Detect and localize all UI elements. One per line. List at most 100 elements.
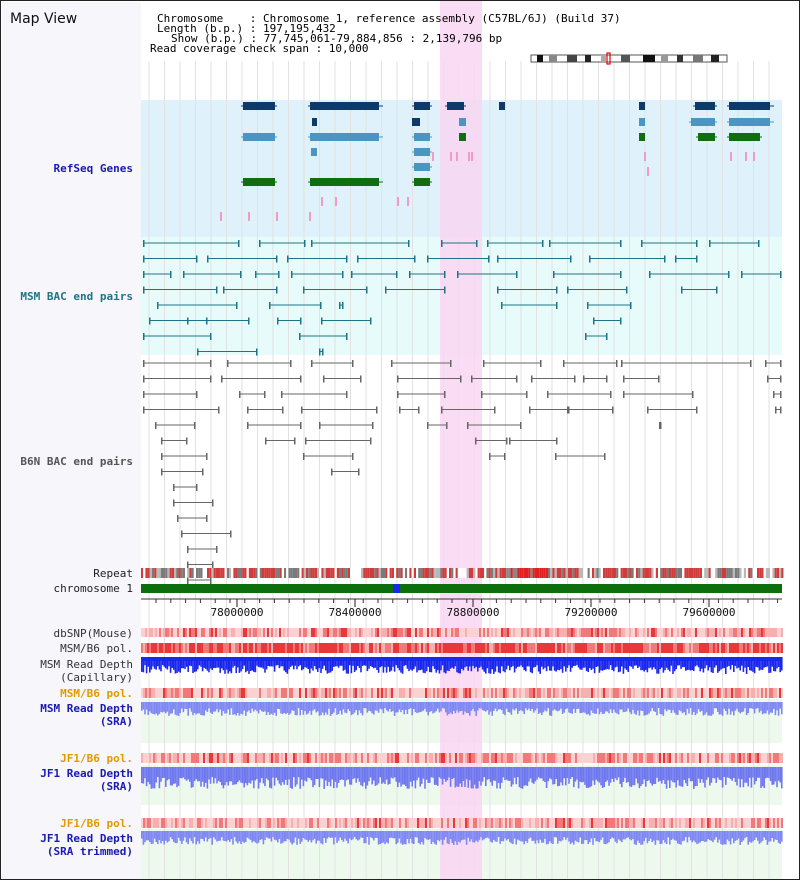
jf1-trimmed-depth-bar [438,831,441,842]
jf1-b6-pol-segment [525,753,527,763]
repeat-segment [515,568,518,578]
repeat-segment [259,568,262,578]
jf1-b6-pol-trimmed-segment [435,818,437,828]
msm-sra-depth-bar [318,702,321,716]
msm-capillary-depth-bar [214,657,217,669]
msm-b6-pol-segment [233,643,235,653]
jf1-b6-pol-trimmed-segment [601,818,603,828]
msm-b6-pol-segment [755,643,757,653]
jf1-trimmed-depth-bar [526,831,529,843]
jf1-trimmed-depth-bar [217,831,220,841]
jf1-trimmed-depth-bar [469,831,471,842]
jf1-trimmed-depth-bar [579,831,581,838]
b6n-bac-pair-end [509,437,511,445]
jf1-b6-pol-segment [567,753,569,763]
msm-sra-depth-bar [344,702,346,713]
jf1-depth-bar [457,767,460,787]
jf1-b6-pol-segment [417,753,419,763]
msm-sra-depth-bar [184,702,186,709]
msm-b6-pol-sra-segment [189,688,191,698]
msm-sra-depth-bar [422,702,425,711]
jf1-trimmed-depth-bar [736,831,738,841]
jf1-trimmed-depth-bar [238,831,241,842]
msm-sra-depth-bar [752,702,754,710]
msm-capillary-depth-bar [544,657,546,668]
jf1-b6-pol-trimmed-segment [731,818,733,828]
dbsnp-segment [523,628,525,637]
msm-b6-pol-segment [311,643,313,653]
jf1-trimmed-depth-bar [600,831,602,840]
jf1-depth-bar [262,767,265,784]
track-label-msm-bac[interactable]: MSM BAC end pairs [20,290,133,303]
repeat-segment [429,568,432,578]
msm-b6-pol-segment [151,643,153,653]
msm-sra-depth-bar [181,702,183,709]
jf1-b6-pol-trimmed-segment [281,818,283,828]
dbsnp-segment [435,628,437,637]
jf1-trimmed-depth-bar [176,831,178,844]
msm-b6-pol-segment [249,643,251,653]
jf1-trimmed-depth-bar [645,831,647,838]
msm-bac-pair-end [311,240,313,247]
msm-capillary-depth-bar [368,657,370,669]
msm-b6-pol-sra-segment [521,688,523,698]
jf1-b6-pol-trimmed-segment [609,818,611,828]
msm-capillary-depth-bar [216,657,218,668]
jf1-trimmed-depth-bar [590,831,593,839]
repeat-segment [427,568,430,578]
msm-capillary-depth-bar [389,657,391,672]
jf1-trimmed-depth-bar [467,831,469,838]
msm-capillary-depth-bar [230,657,233,674]
dbsnp-segment [593,628,595,637]
msm-b6-pol-segment [667,643,669,653]
msm-capillary-depth-bar [630,657,633,667]
msm-b6-pol-segment [407,643,409,653]
msm-b6-pol-segment [351,643,353,653]
dbsnp-segment [671,628,673,637]
jf1-trimmed-depth-bar [576,831,578,842]
msm-b6-pol-sra-segment [663,688,665,698]
msm-b6-pol-sra-segment [589,688,591,698]
jf1-trimmed-depth-bar [424,831,426,839]
jf1-trimmed-depth-bar [185,831,188,843]
axis-tick-label: 78000000 [211,606,264,619]
msm-b6-pol-sra-segment [681,688,683,698]
jf1-depth-bar [766,767,769,778]
jf1-depth-bar [638,767,641,789]
msm-b6-pol-sra-segment [403,688,405,698]
jf1-b6-pol-trimmed-segment [369,818,371,828]
repeat-segment [167,568,170,578]
jf1-b6-pol-trimmed-segment [255,818,257,828]
repeat-segment [622,568,625,578]
msm-b6-pol-segment [717,643,719,653]
msm-sra-depth-bar [174,702,177,715]
track-label-refseq[interactable]: RefSeq Genes [53,162,133,175]
jf1-b6-pol-segment [359,753,361,763]
jf1-b6-pol-trimmed-segment [169,818,171,828]
jf1-depth-bar [289,767,292,788]
msm-capillary-depth-bar [414,657,417,667]
jf1-trimmed-depth-bar [363,831,365,844]
jf1-trimmed-depth-bar [358,831,361,840]
msm-capillary-depth-bar [457,657,460,674]
msm-b6-pol-sra-segment [705,688,707,698]
msm-b6-pol-segment [703,643,705,653]
jf1-b6-pol-segment [459,753,461,763]
track-label-b6n-bac[interactable]: B6N BAC end pairs [20,455,133,468]
jf1-b6-pol-trimmed-segment [201,818,203,828]
msm-sra-depth-bar [494,702,497,709]
msm-sra-depth-bar [590,702,593,711]
jf1-b6-pol-trimmed-segment [181,818,183,828]
msm-capillary-depth-bar [569,657,572,672]
msm-sra-depth-bar [187,702,189,716]
jf1-depth-bar [150,767,153,789]
msm-sra-depth-bar [222,702,225,712]
msm-bac-pair-end [414,255,416,263]
dbsnp-segment [217,628,219,637]
jf1-depth-bar [505,767,508,780]
msm-b6-pol-segment [251,643,253,653]
repeat-segment [519,568,522,578]
jf1-trimmed-depth-bar [721,831,724,845]
msm-b6-pol-sra-segment [563,688,565,698]
